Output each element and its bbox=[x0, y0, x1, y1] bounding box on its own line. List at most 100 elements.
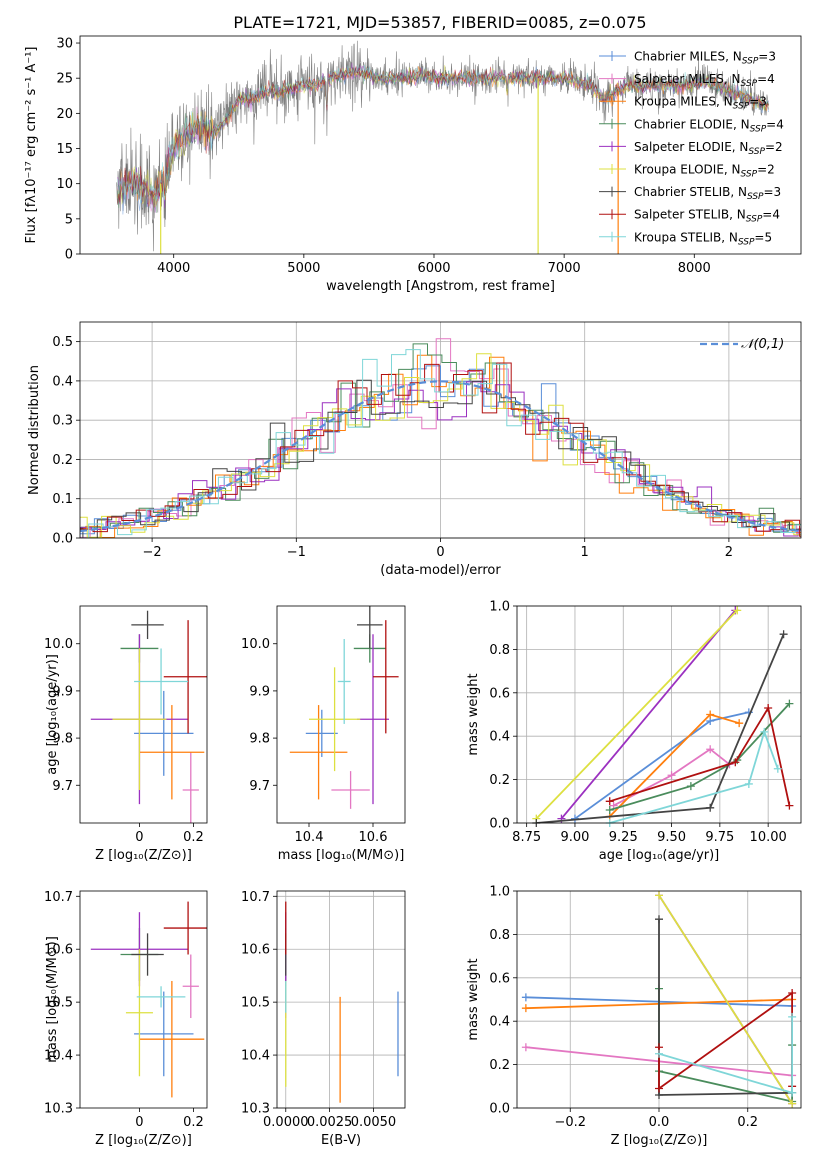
y-tick-label: 1.0 bbox=[489, 600, 510, 615]
series-marker bbox=[706, 803, 715, 812]
y-tick-label: 10.4 bbox=[241, 1049, 270, 1064]
x-tick-label: 8.75 bbox=[512, 830, 541, 845]
axes-frame bbox=[516, 890, 802, 1109]
y-tick-label: 9.9 bbox=[249, 684, 270, 699]
x-tick-label: 0.2 bbox=[737, 1115, 758, 1130]
legend-entry: Chabrier MILES, NSSP=3 bbox=[634, 50, 776, 67]
legend-entry: Salpeter MILES, NSSP=4 bbox=[634, 72, 775, 89]
y-tick-label: 10 bbox=[56, 177, 73, 192]
x-tick-label: 2 bbox=[725, 545, 733, 560]
y-tick-label: 0.1 bbox=[52, 492, 73, 507]
spectrum-legend: Chabrier MILES, NSSP=3 Salpeter MILES, NS… bbox=[599, 50, 784, 247]
histogram-series bbox=[80, 354, 801, 538]
series-line bbox=[609, 729, 779, 823]
legend-entry: 𝒩(0,1) bbox=[741, 337, 784, 352]
y-tick-label: 0.0 bbox=[52, 532, 73, 547]
series-marker bbox=[773, 764, 782, 773]
y-tick-label: 0.3 bbox=[52, 414, 73, 429]
x-tick-label: 10.4 bbox=[295, 830, 324, 845]
y-tick-label: 9.8 bbox=[52, 732, 73, 747]
y-tick-label: 10.0 bbox=[44, 637, 73, 652]
series-marker bbox=[686, 782, 695, 791]
x-axis-label: E(B-V) bbox=[321, 1133, 361, 1148]
series-marker bbox=[788, 1099, 797, 1108]
x-tick-label: 1 bbox=[581, 545, 589, 560]
axes-frame bbox=[276, 605, 406, 824]
x-tick-label: 10.6 bbox=[359, 830, 388, 845]
y-tick-label: 0.4 bbox=[489, 730, 510, 745]
series-line bbox=[535, 609, 738, 820]
y-tick-label: 0.6 bbox=[489, 971, 510, 986]
x-tick-label: 0.2 bbox=[183, 830, 204, 845]
y-tick-label: 0.8 bbox=[489, 928, 510, 943]
series-marker bbox=[605, 797, 614, 806]
y-tick-label: 9.7 bbox=[249, 779, 270, 794]
x-tick-label: 9.00 bbox=[560, 830, 589, 845]
series-marker bbox=[788, 988, 797, 997]
normal-reference-curve bbox=[79, 380, 802, 533]
x-tick-label: 5000 bbox=[287, 261, 320, 276]
series-marker bbox=[655, 1084, 663, 1093]
y-tick-label: 25 bbox=[56, 72, 73, 87]
age-vs-z-panel: 0 0.2 9.7 9.8 9.9 10.0 Z [log₁₀(Z/Z⊙)] age [log… bbox=[44, 605, 208, 863]
y-tick-label: 10.3 bbox=[241, 1102, 270, 1117]
y-tick-label: 20 bbox=[56, 107, 73, 122]
x-axis-label: mass [log₁₀(M/M⊙)] bbox=[278, 848, 405, 863]
y-tick-label: 30 bbox=[56, 37, 73, 52]
series-marker bbox=[521, 1004, 530, 1013]
series-marker bbox=[779, 630, 788, 639]
histogram-series bbox=[80, 381, 801, 537]
y-tick-label: 0.8 bbox=[489, 643, 510, 658]
series-marker bbox=[667, 771, 676, 780]
y-tick-label: 0.6 bbox=[489, 686, 510, 701]
y-tick-label: 10.6 bbox=[241, 943, 270, 958]
axes-frame bbox=[79, 890, 208, 1109]
x-tick-label: 0.0 bbox=[649, 1115, 670, 1130]
histogram-series bbox=[80, 365, 801, 538]
axes-frame bbox=[79, 605, 208, 824]
series-marker bbox=[521, 1043, 530, 1052]
x-tick-label: 0.0050 bbox=[351, 1115, 397, 1130]
legend-entry: Chabrier STELIB, NSSP=3 bbox=[634, 185, 781, 202]
x-tick-label: −0.2 bbox=[554, 1115, 586, 1130]
legend-entry: Chabrier ELODIE, NSSP=4 bbox=[634, 117, 784, 134]
legend-entry: Kroupa MILES, NSSP=3 bbox=[634, 95, 767, 112]
y-tick-label: 0.5 bbox=[52, 335, 73, 350]
x-tick-label: 0.0025 bbox=[307, 1115, 353, 1130]
spectrum-model-line bbox=[117, 64, 769, 204]
x-axis-label: Z [log₁₀(Z/Z⊙)] bbox=[95, 1133, 192, 1148]
x-tick-label: 9.50 bbox=[657, 830, 686, 845]
y-tick-label: 10.5 bbox=[241, 996, 270, 1011]
legend-entry: Salpeter ELODIE, NSSP=2 bbox=[634, 140, 783, 157]
y-tick-label: 0.2 bbox=[489, 773, 510, 788]
legend-entry: Kroupa ELODIE, NSSP=2 bbox=[634, 163, 775, 180]
y-tick-label: 10.7 bbox=[241, 890, 270, 905]
y-tick-label: 10.3 bbox=[44, 1102, 73, 1117]
series-marker bbox=[788, 1088, 797, 1097]
mass-weight-vs-age-panel: 8.75 9.00 9.25 9.50 9.75 10.00 0.0 0.2 0.4 0.6 0.8… bbox=[466, 600, 802, 863]
x-axis-label: (data-model)/error bbox=[380, 563, 501, 578]
spectrum-model-line bbox=[117, 65, 769, 207]
series-marker bbox=[788, 1012, 797, 1021]
x-tick-label: 10.00 bbox=[750, 830, 787, 845]
x-axis-label: Z [log₁₀(Z/Z⊙)] bbox=[611, 1133, 708, 1148]
x-tick-label: 0 bbox=[436, 545, 444, 560]
y-tick-label: 9.9 bbox=[52, 684, 73, 699]
y-axis-label: mass [log₁₀(M/M⊙)] bbox=[45, 936, 60, 1063]
series-marker bbox=[731, 758, 740, 767]
y-tick-label: 10.7 bbox=[44, 890, 73, 905]
y-tick-label: 0.4 bbox=[52, 374, 73, 389]
series-marker bbox=[735, 719, 744, 728]
y-tick-label: 10.5 bbox=[44, 996, 73, 1011]
y-tick-label: 0.2 bbox=[52, 453, 73, 468]
histogram-series bbox=[80, 343, 801, 533]
chart-title: PLATE=1721, MJD=53857, FIBERID=0085, z=0… bbox=[233, 13, 646, 32]
y-tick-label: 5 bbox=[65, 212, 73, 227]
x-tick-label: 4000 bbox=[157, 261, 190, 276]
axes-frame bbox=[276, 890, 406, 1109]
y-axis-label: age [log₁₀(age/yr)] bbox=[45, 654, 60, 775]
x-tick-label: 0.2 bbox=[183, 1115, 204, 1130]
x-tick-label: 9.75 bbox=[705, 830, 734, 845]
x-axis-label: Z [log₁₀(Z/Z⊙)] bbox=[95, 848, 192, 863]
y-tick-label: 0 bbox=[65, 248, 73, 263]
